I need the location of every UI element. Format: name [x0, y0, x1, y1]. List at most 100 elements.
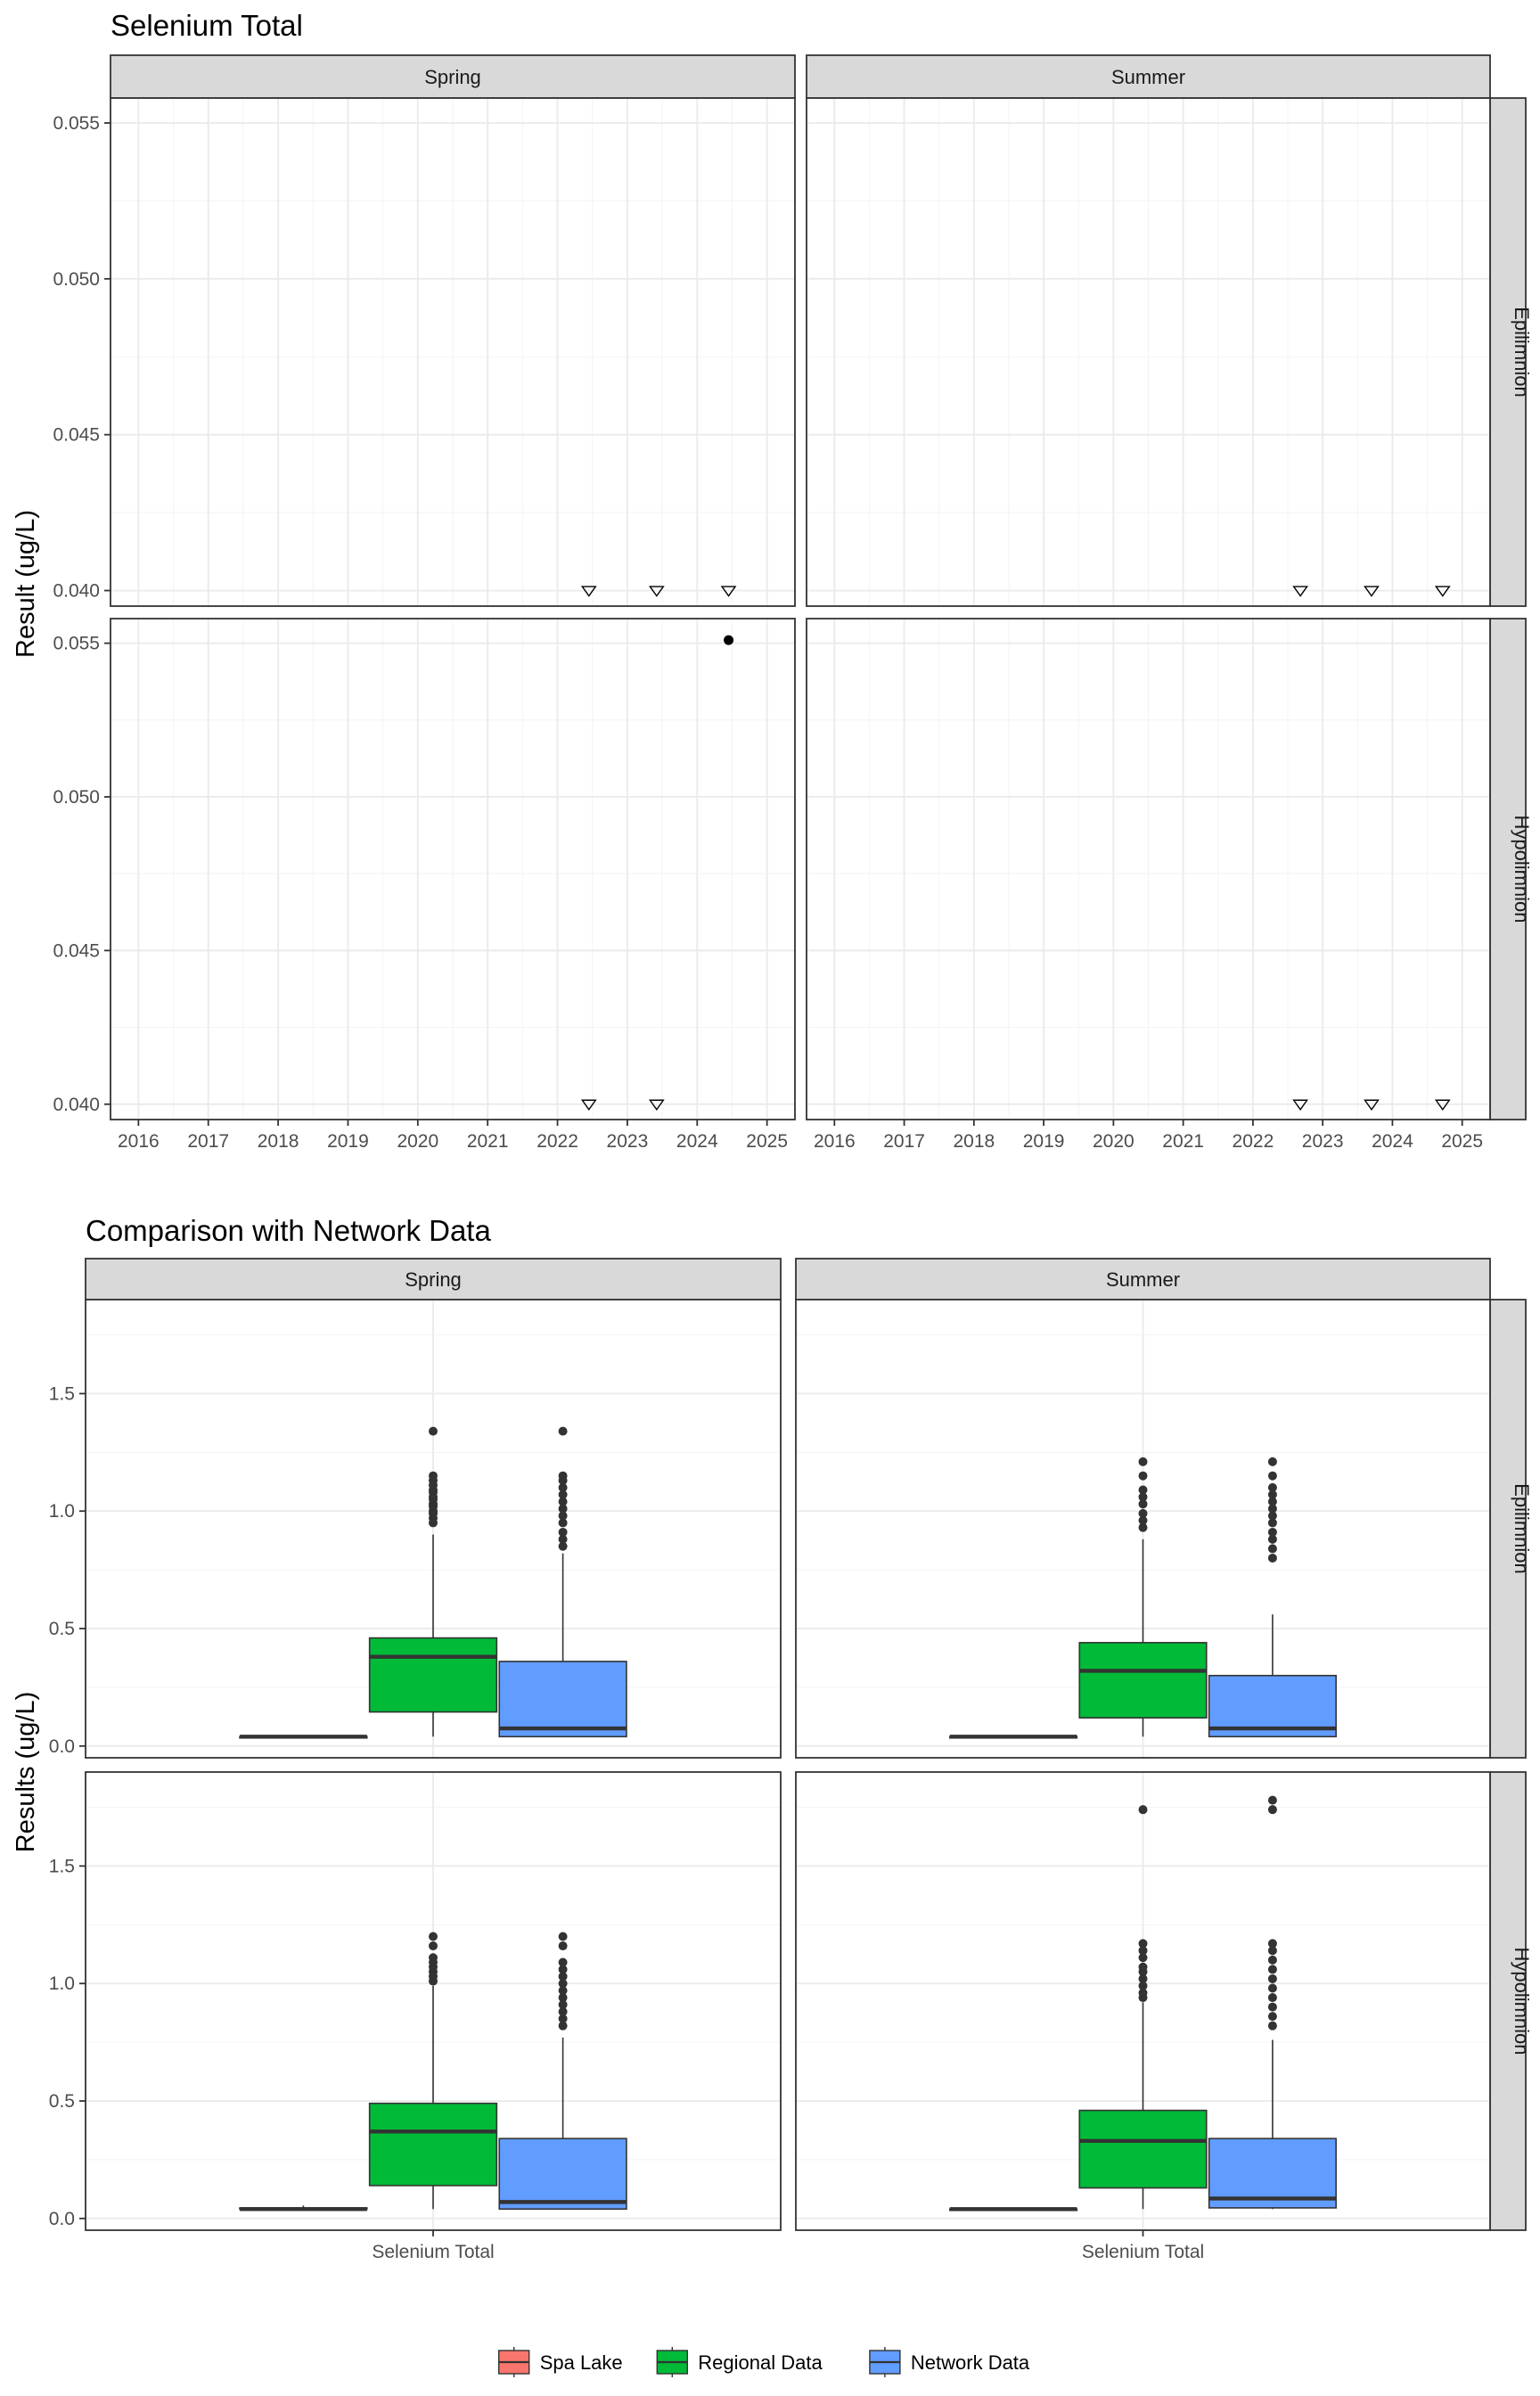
box-spa-lake: [949, 1735, 1078, 1739]
x-tick-label: Selenium Total: [1082, 2242, 1204, 2262]
box-spa-lake: [949, 2207, 1078, 2211]
y-tick-label: 1.5: [49, 1856, 75, 1876]
box-outlier: [1267, 1795, 1277, 1805]
box-regional-data: [1078, 1805, 1208, 2210]
x-tick-label: 2019: [327, 1131, 369, 1152]
data-point-below-detection: [1364, 586, 1380, 597]
y-tick-label: 0.5: [49, 2091, 75, 2112]
box-outlier: [1267, 1544, 1277, 1554]
strip-label-epilimnion: Epilimnion: [1511, 1483, 1533, 1574]
box-outlier: [1138, 1988, 1148, 1998]
x-tick-label: 2020: [397, 1131, 438, 1152]
legend: Spa Lake Regional Data Network Data: [498, 2347, 1030, 2377]
y-tick-label: 0.040: [53, 581, 100, 602]
box-outlier: [558, 1986, 568, 1996]
box-outlier: [558, 1972, 568, 1982]
box-outlier: [558, 1426, 568, 1436]
x-tick-label: 2020: [1093, 1131, 1135, 1152]
x-tick-label: 2024: [1372, 1131, 1413, 1152]
x-tick-label: 2017: [883, 1131, 925, 1152]
x-tick-label: 2018: [953, 1131, 995, 1152]
box-outlier: [1267, 1511, 1277, 1521]
strip-label-spring: Spring: [405, 1268, 462, 1291]
box-outlier: [558, 2021, 568, 2031]
y-tick-label: 1.0: [49, 1501, 75, 1522]
box-network-data: [498, 1426, 627, 1738]
box-outlier: [558, 1489, 568, 1499]
box-outlier: [1138, 1805, 1148, 1815]
data-point-below-detection: [580, 1099, 597, 1111]
x-tick-label: 2023: [1302, 1131, 1344, 1152]
box-outlier: [558, 2006, 568, 2016]
box-outlier: [1267, 1983, 1277, 1993]
box-outlier: [558, 1497, 568, 1506]
box-outlier: [1138, 1508, 1148, 1518]
box-outlier: [558, 1504, 568, 1514]
box-spa-lake: [239, 2205, 368, 2211]
y-tick-label: 0.045: [53, 425, 100, 446]
box-outlier: [1138, 1492, 1148, 1502]
data-point-below-detection: [1292, 1099, 1308, 1111]
panel-border: [806, 618, 1491, 1120]
box-outlier: [558, 1482, 568, 1492]
y-tick-label: 0.5: [49, 1619, 75, 1639]
panel-summer-epilimnion: [806, 97, 1491, 607]
box-outlier: [558, 1957, 568, 1967]
legend-label: Network Data: [911, 2351, 1030, 2374]
box-body: [498, 2138, 627, 2211]
box-outlier: [1267, 1973, 1277, 1983]
box-outlier: [1267, 1946, 1277, 1956]
box-outlier: [1267, 1482, 1277, 1492]
box-regional-data: [368, 1426, 498, 1737]
data-point-below-detection: [1364, 1099, 1380, 1111]
panel-spring-epilimnion: [85, 1299, 782, 1759]
strip-spring: [110, 54, 796, 99]
box-outlier: [1138, 1522, 1148, 1532]
x-tick-label: 2016: [814, 1131, 856, 1152]
box-outlier: [1267, 1504, 1277, 1514]
box-outlier: [558, 1518, 568, 1528]
box-body: [368, 2102, 498, 2187]
strip-summer: [806, 54, 1491, 99]
box-outlier: [1267, 2021, 1277, 2031]
panel-summer-hypolimnion: [795, 1771, 1491, 2231]
box-outlier: [429, 1953, 438, 1963]
scatter-facet-grid: Spring Summer Epilimnion Hypolimnion 0.040 0.…: [53, 54, 1533, 1152]
box-outlier: [1267, 1527, 1277, 1537]
box-outlier: [1138, 1939, 1148, 1949]
data-point-detected: [724, 635, 734, 645]
data-point-below-detection: [1434, 586, 1451, 597]
strip-epilimnion: [1489, 1299, 1527, 1759]
scatter-y-axis-label: Result (ug/L): [12, 510, 40, 658]
box-outlier: [1267, 1939, 1277, 1949]
x-tick-label: 2017: [187, 1131, 229, 1152]
strip-label-summer: Summer: [1111, 66, 1185, 88]
y-tick-label: 0.055: [53, 634, 100, 654]
box-outlier: [558, 1932, 568, 1941]
box-outlier: [1138, 1485, 1148, 1495]
box-outlier: [558, 1979, 568, 1989]
box-outlier: [1138, 1471, 1148, 1481]
strip-hypolimnion: [1489, 618, 1527, 1120]
box-regional-data: [1078, 1456, 1208, 1737]
strip-summer: [795, 1258, 1491, 1301]
panel-spring-epilimnion: [110, 97, 796, 607]
strip-epilimnion: [1489, 97, 1527, 607]
strip-label-hypolimnion: Hypolimnion: [1511, 815, 1533, 923]
panel-border: [110, 97, 796, 607]
box-outlier: [1267, 2002, 1277, 2012]
panel-border: [110, 618, 796, 1120]
data-point-below-detection: [648, 586, 665, 597]
x-tick-label: 2024: [676, 1131, 718, 1152]
y-tick-label: 0.050: [53, 269, 100, 290]
data-point-below-detection: [580, 586, 597, 597]
box-regional-data: [368, 1932, 498, 2210]
box-outlier: [558, 1471, 568, 1481]
box-outlier: [1138, 1962, 1148, 1972]
y-tick-label: 0.0: [49, 1736, 75, 1757]
box-outlier: [1138, 1981, 1148, 1990]
box-body: [1078, 1642, 1208, 1719]
panel-summer-epilimnion: [795, 1299, 1491, 1759]
box-outlier: [1267, 1489, 1277, 1499]
